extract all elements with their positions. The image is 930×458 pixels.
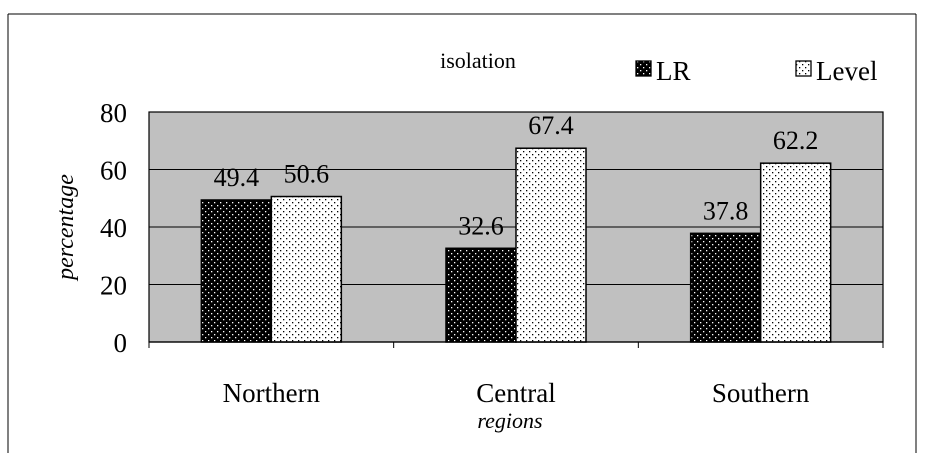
bar-level-southern	[759, 162, 832, 343]
bars-group	[200, 147, 832, 343]
legend-label-level: Level	[816, 56, 877, 86]
y-tick-label: 80	[100, 98, 127, 128]
bar-lr-northern	[200, 199, 273, 343]
legend: LR Level	[635, 56, 877, 86]
bar-level-northern	[270, 195, 343, 343]
data-label: 67.4	[528, 111, 574, 140]
x-tick-labels: Northern Central Southern	[223, 378, 810, 408]
bar-value-labels: 49.4 50.6 32.6 67.4 37.8 62.2	[214, 111, 819, 240]
y-tick-label: 40	[100, 213, 127, 243]
bar-level-central	[515, 147, 587, 343]
data-label: 37.8	[703, 196, 749, 225]
chart-title: isolation	[440, 48, 516, 73]
x-tick-label: Northern	[223, 378, 321, 408]
y-tick-labels: 0 20 40 60 80	[100, 98, 127, 358]
y-tick-label: 20	[100, 271, 127, 301]
legend-swatch-lr	[635, 60, 652, 77]
data-label: 62.2	[773, 126, 819, 155]
y-axis-title: percentage	[53, 174, 79, 282]
x-axis-title: regions	[477, 408, 542, 433]
legend-swatch-level	[795, 60, 812, 77]
x-tick-label: Central	[476, 378, 555, 408]
data-label: 32.6	[458, 211, 504, 240]
bar-lr-southern	[689, 232, 762, 343]
legend-label-lr: LR	[656, 56, 691, 86]
x-tick-label: Southern	[712, 378, 810, 408]
y-tick-label: 0	[114, 328, 128, 358]
data-label: 49.4	[214, 163, 260, 192]
y-tick-label: 60	[100, 156, 127, 186]
data-label: 50.6	[284, 160, 330, 189]
bar-lr-central	[445, 247, 517, 343]
x-axis	[148, 341, 884, 348]
